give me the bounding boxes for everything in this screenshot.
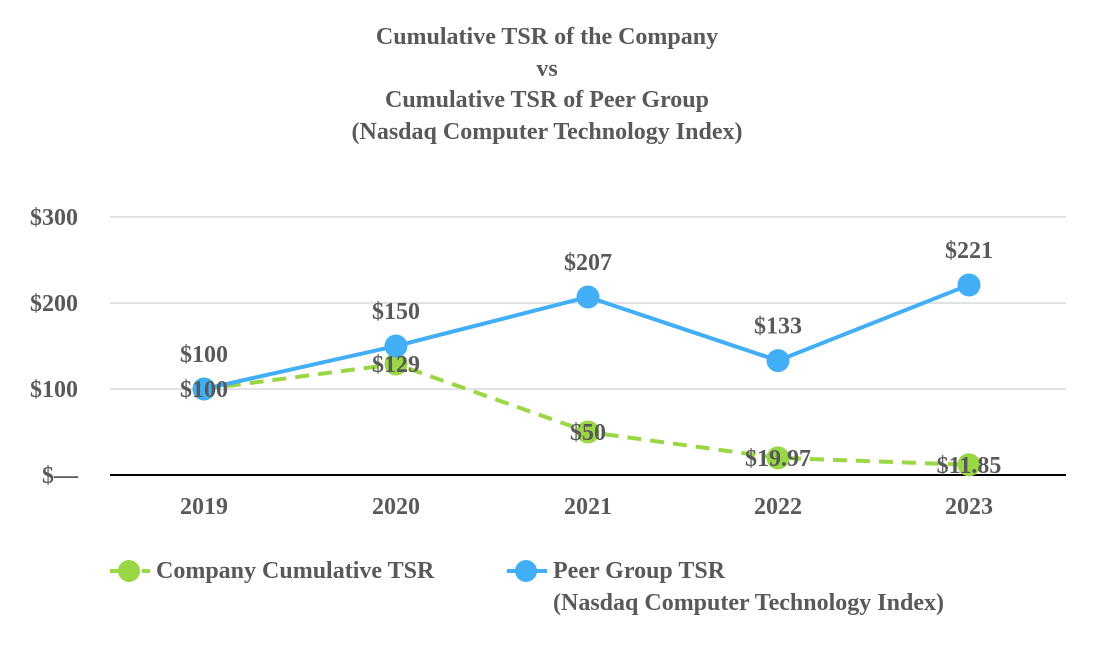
data-label-company-2019: $100 (180, 377, 228, 403)
legend-label-peer-group: Peer Group TSR (553, 558, 726, 584)
x-tick-label-2022: 2022 (754, 494, 802, 520)
data-label-peer-group-2022: $133 (754, 314, 802, 340)
data-label-company-2020: $129 (372, 352, 420, 378)
data-point-company-2022 (766, 446, 790, 470)
x-tick-label-2023: 2023 (945, 494, 993, 520)
legend-swatch-company (110, 560, 150, 582)
chart-title-line-1: Cumulative TSR of the Company (375, 24, 719, 50)
data-label-peer-group-2019: $100 (180, 342, 228, 368)
y-tick-label-300: $300 (30, 205, 78, 231)
chart-title-line-4: (Nasdaq Computer Technology Index) (351, 118, 743, 145)
chart-title: Cumulative TSR of the Company vs Cumulat… (0, 22, 1094, 148)
data-point-peer-group-2022 (766, 349, 790, 373)
x-tick-label-2019: 2019 (180, 494, 228, 520)
y-tick-label-200: $200 (30, 291, 78, 317)
data-point-peer-group-2019 (192, 377, 216, 401)
data-label-company-2022: $19.97 (745, 446, 811, 472)
data-label-company-2021: $50 (570, 420, 606, 446)
data-point-company-2020 (384, 352, 408, 376)
data-label-peer-group-2023: $221 (945, 238, 993, 264)
x-tick-label-2021: 2021 (564, 494, 612, 520)
data-label-company-2023: $11.85 (937, 453, 1002, 479)
data-point-peer-group-2020 (384, 334, 408, 358)
data-point-company-2021 (576, 420, 600, 444)
data-label-peer-group-2021: $207 (564, 250, 612, 276)
x-tick-label-2020: 2020 (372, 494, 420, 520)
data-point-company-2023 (957, 453, 981, 477)
y-tick-label-100: $100 (30, 377, 78, 403)
chart-title-line-2: vs (536, 55, 558, 82)
data-label-peer-group-2020: $150 (372, 299, 420, 325)
data-point-peer-group-2023 (957, 273, 981, 297)
data-point-peer-group-2021 (576, 285, 600, 309)
legend-label-company: Company Cumulative TSR (156, 558, 435, 584)
series-line-company (203, 362, 970, 467)
legend-swatch-peer-group (507, 560, 547, 582)
legend-label-peer-group-line2: (Nasdaq Computer Technology Index) (553, 590, 944, 616)
y-tick-label-0: $— (42, 463, 79, 489)
chart-title-line-3: Cumulative TSR of Peer Group (384, 87, 709, 113)
